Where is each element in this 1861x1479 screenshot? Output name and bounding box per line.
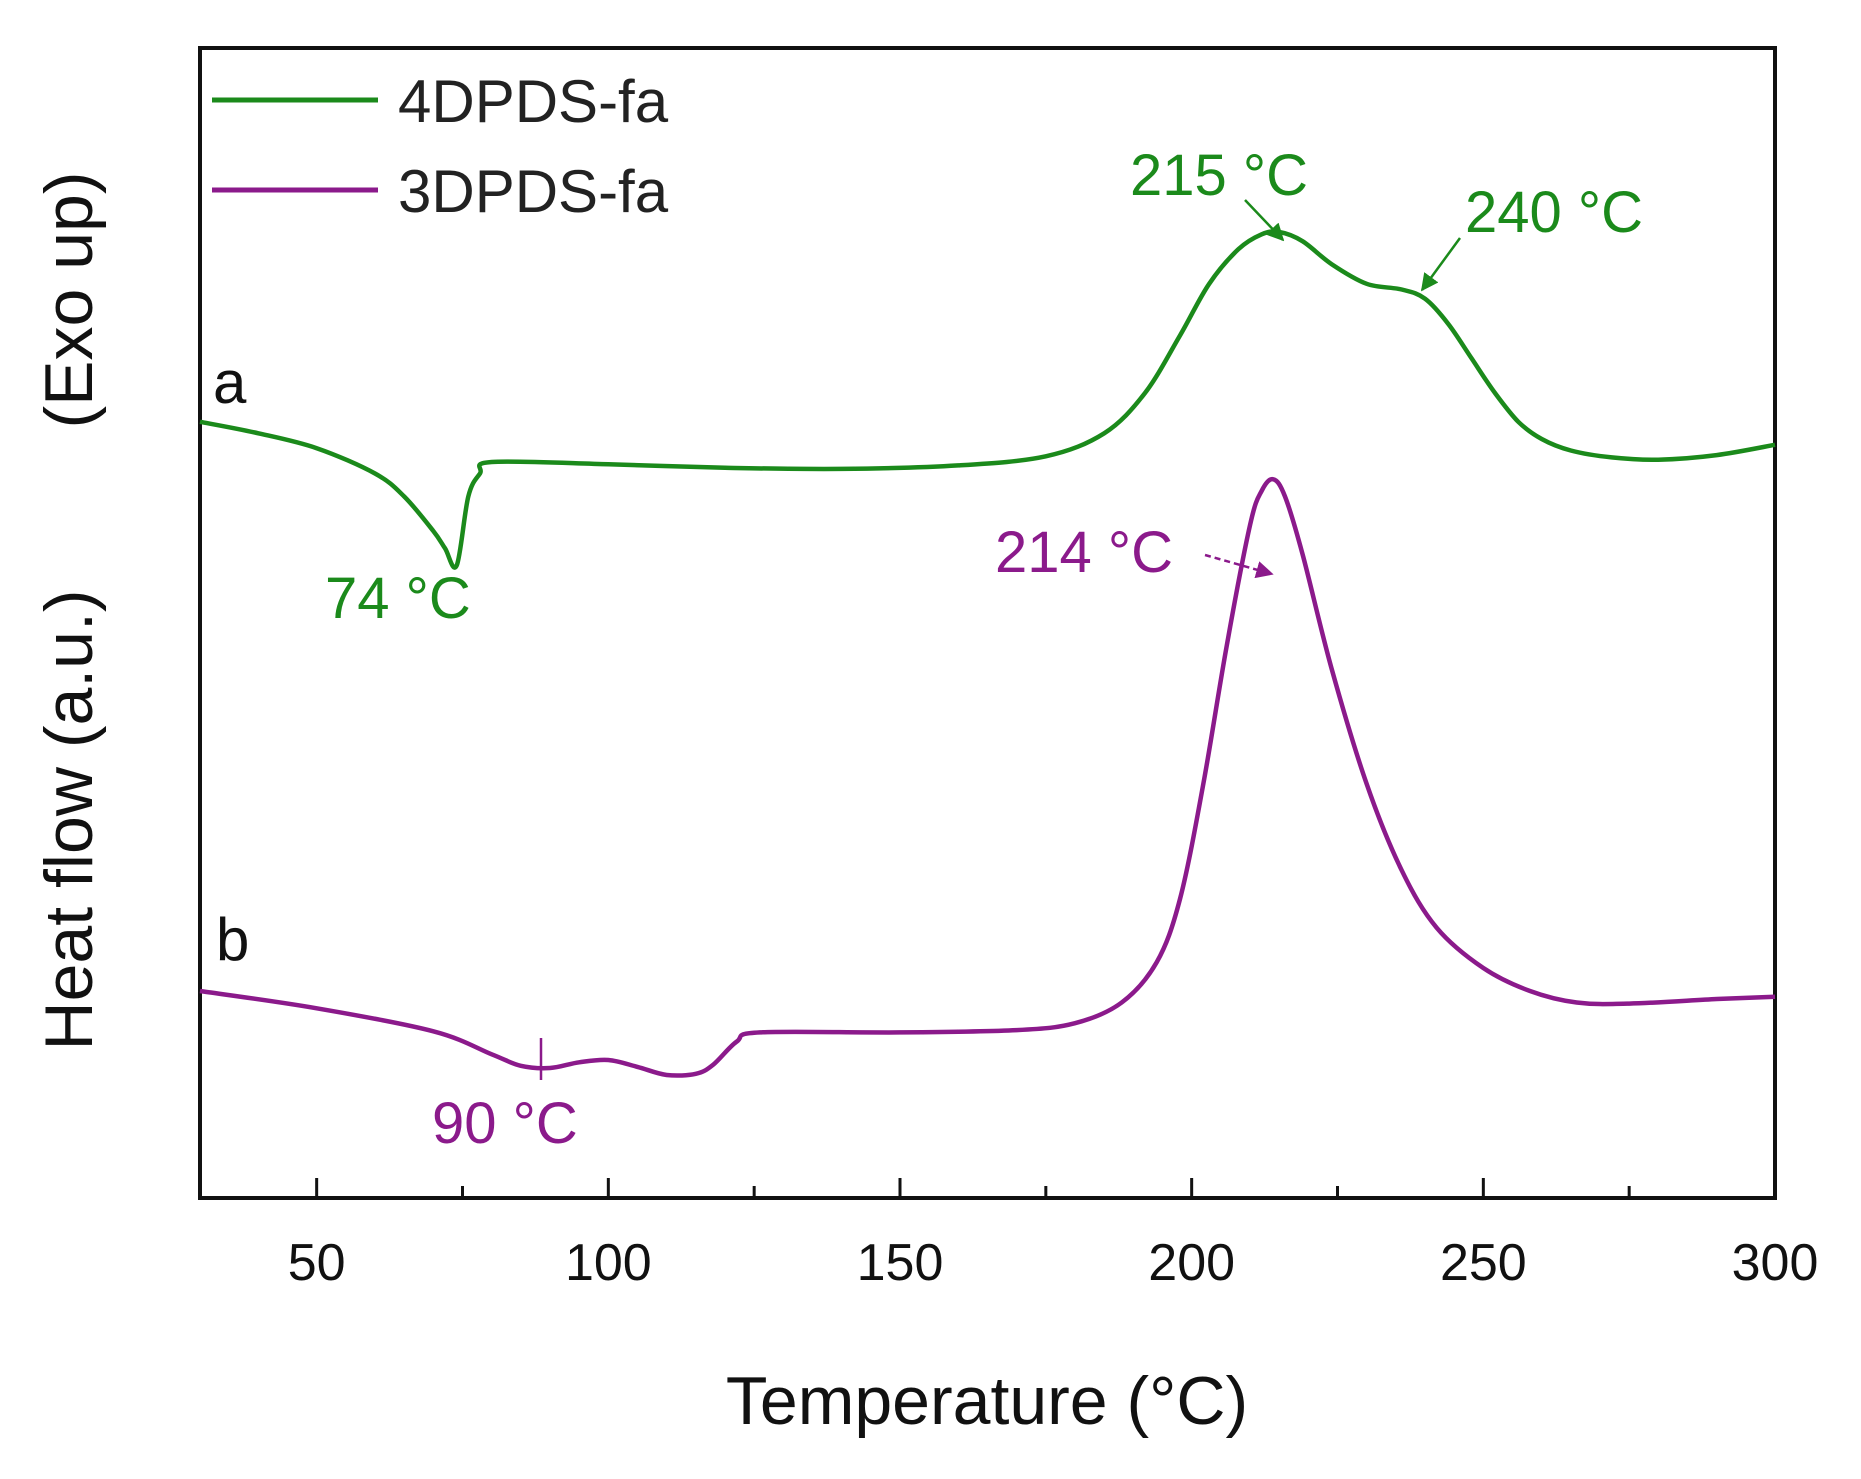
x-tick-label-300: 300	[1732, 1234, 1819, 1292]
annotation-90c: 90 °C	[432, 1091, 578, 1156]
y-axis-title: Heat flow (a.u.)	[31, 589, 107, 1050]
y-axis-note: (Exo up)	[31, 172, 107, 429]
legend-label-3dpds: 3DPDS-fa	[398, 158, 669, 225]
x-tick-label-150: 150	[857, 1234, 944, 1292]
series-line-3dpds-fa	[199, 476, 1776, 1078]
series-line-4dpds-fa	[199, 229, 1776, 570]
x-axis-ticks: 50 100 150 200 250 300	[288, 1178, 1819, 1292]
x-tick-label-200: 200	[1148, 1234, 1235, 1292]
curve-label-a: a	[213, 349, 247, 416]
plot-frame	[198, 46, 1777, 1200]
legend: 4DPDS-fa 3DPDS-fa	[212, 68, 669, 225]
annotation-215c: 215 °C	[1130, 143, 1308, 208]
annotation-74c: 74 °C	[325, 566, 471, 631]
x-tick-label-250: 250	[1440, 1234, 1527, 1292]
arrow-215c	[1244, 199, 1285, 242]
arrow-240c	[1420, 237, 1462, 292]
annotation-214c: 214 °C	[995, 520, 1173, 585]
x-axis-title: Temperature (°C)	[726, 1363, 1248, 1439]
arrow-214c	[1204, 553, 1274, 579]
x-tick-label-50: 50	[288, 1234, 346, 1292]
curve-label-b: b	[216, 906, 249, 973]
annotation-240c: 240 °C	[1465, 180, 1643, 245]
plot-series	[199, 229, 1776, 1078]
legend-label-4dpds: 4DPDS-fa	[398, 68, 669, 135]
x-tick-label-100: 100	[565, 1234, 652, 1292]
